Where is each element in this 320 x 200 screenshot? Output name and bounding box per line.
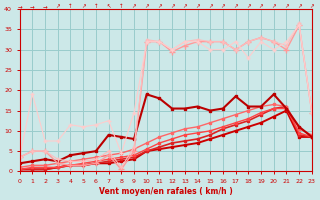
X-axis label: Vent moyen/en rafales ( km/h ): Vent moyen/en rafales ( km/h ) bbox=[99, 187, 233, 196]
